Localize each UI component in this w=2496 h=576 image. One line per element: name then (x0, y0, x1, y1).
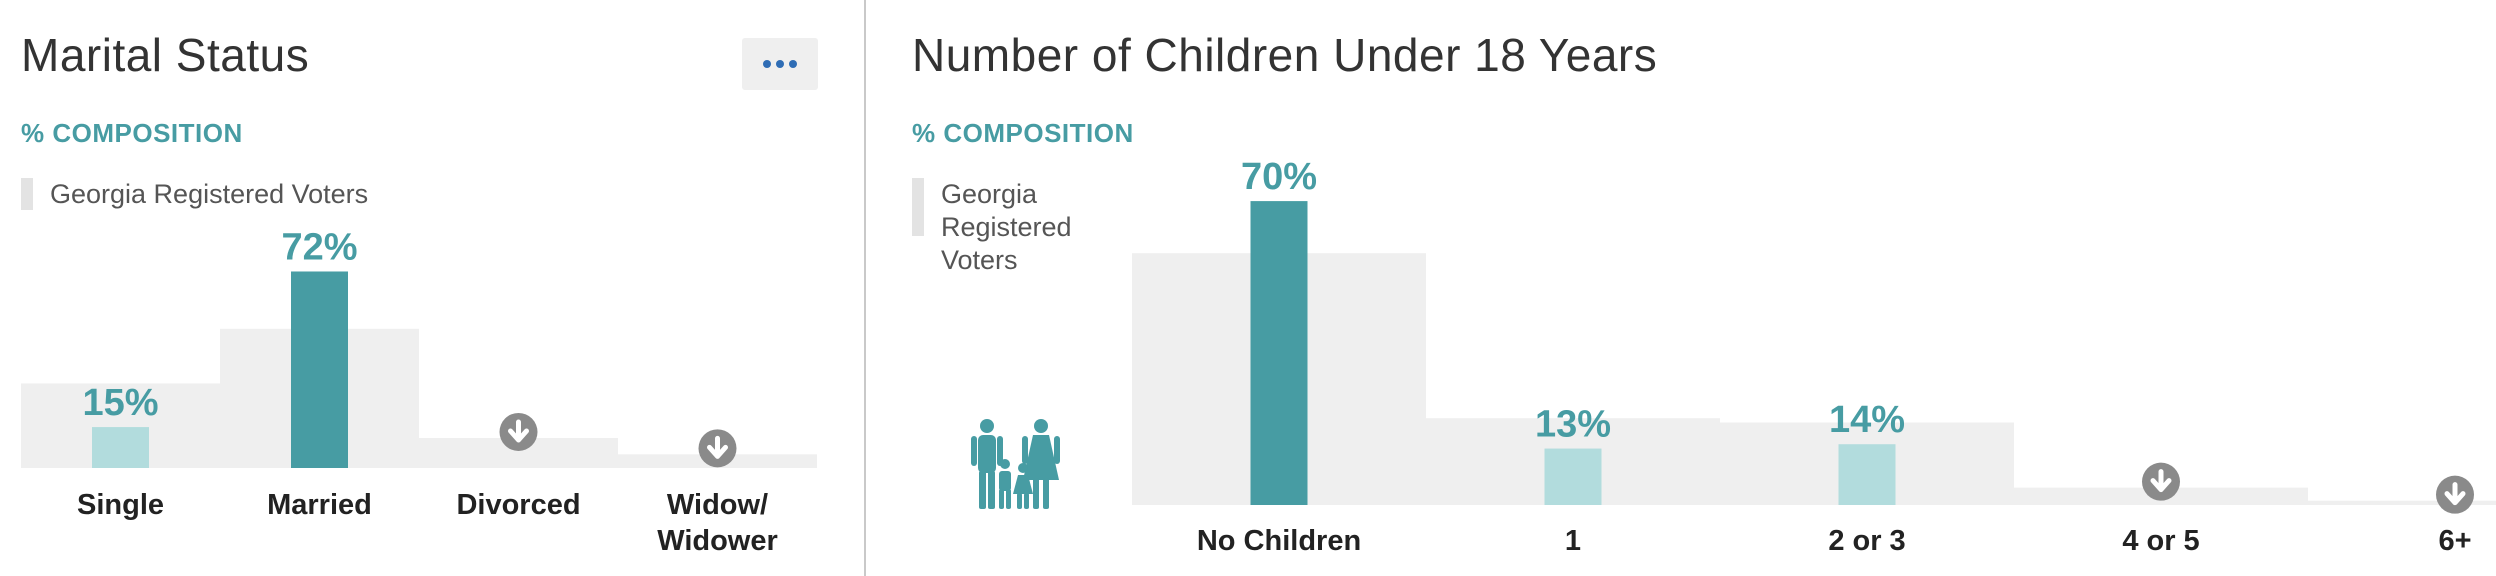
category-label: Married (267, 489, 372, 521)
bar-value-label: 70% (1241, 156, 1317, 198)
marital-status-chart: 15% Single 72% Married Divorced Widow/Widower (21, 226, 817, 557)
benchmark-legend-label: Georgia Registered Voters (941, 178, 1072, 277)
children-title: Number of Children Under 18 Years (912, 29, 1658, 81)
benchmark-legend-swatch (21, 178, 33, 210)
bar-value-label: 13% (1535, 404, 1611, 446)
category-label: Widow/Widower (657, 489, 778, 557)
legend-line: Voters (941, 245, 1018, 275)
marital-status-panel: Marital Status % COMPOSITION Georgia Reg… (0, 0, 864, 576)
children-chart: 70% No Children 13% 1 14% 2 or 3 4 or 5 6+ (971, 156, 2496, 557)
category-label: 6+ (2438, 525, 2471, 557)
children-panel: Number of Children Under 18 Years % COMP… (867, 0, 2496, 576)
benchmark-legend-label: Georgia Registered Voters (50, 179, 369, 209)
benchmark-legend-swatch (912, 178, 924, 236)
category-label: Single (77, 489, 164, 521)
category-label: 1 (1565, 525, 1581, 557)
suppressed-arrow-icon (2142, 462, 2180, 501)
family-icon (971, 419, 1060, 509)
more-horizontal-icon (761, 60, 800, 68)
value-bar[interactable] (92, 427, 149, 468)
marital-status-title: Marital Status (21, 29, 310, 81)
children-composition-label: % COMPOSITION (912, 118, 1134, 148)
value-bar[interactable] (1838, 444, 1896, 505)
suppressed-arrow-icon (698, 429, 737, 468)
bar-value-label: 15% (82, 382, 158, 424)
category-label: Divorced (456, 489, 580, 521)
value-bar[interactable] (291, 271, 348, 468)
more-options-button[interactable] (742, 38, 818, 90)
legend-line: Georgia (941, 179, 1038, 209)
bar-value-label: 14% (1829, 399, 1905, 441)
category-label: 4 or 5 (2122, 525, 2199, 557)
category-label: 2 or 3 (1828, 525, 1905, 557)
bar-value-label: 72% (281, 226, 357, 268)
suppressed-arrow-icon (499, 412, 538, 451)
value-bar[interactable] (1250, 201, 1308, 505)
suppressed-arrow-icon (2436, 475, 2474, 514)
legend-line: Registered (941, 212, 1072, 242)
panel-divider (864, 0, 866, 576)
category-label: No Children (1197, 525, 1361, 557)
marital-composition-label: % COMPOSITION (21, 118, 243, 148)
benchmark-bar (2308, 500, 2496, 505)
value-bar[interactable] (1544, 448, 1602, 505)
